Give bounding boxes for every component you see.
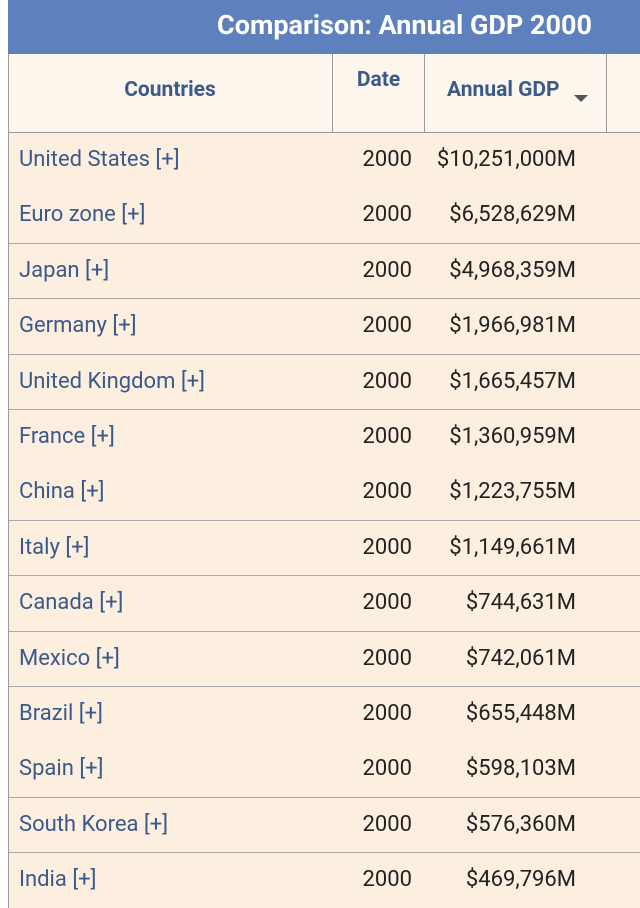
date-cell: 2000: [362, 756, 412, 782]
table-row: South Korea [+] 2000 $576,360M: [8, 797, 640, 854]
header-cell[interactable]: Date: [333, 54, 425, 133]
header-cell: [607, 54, 640, 133]
country-link[interactable]: China [+]: [19, 479, 105, 505]
country-link[interactable]: India [+]: [19, 867, 97, 893]
gdp-cell: $655,448M: [465, 701, 576, 726]
country-link[interactable]: Euro zone [+]: [19, 202, 146, 228]
date-cell: 2000: [362, 147, 412, 172]
table-row: Canada [+] 2000 $744,631M: [8, 576, 640, 632]
header-cell[interactable]: Countries: [8, 54, 333, 133]
country-link[interactable]: Germany [+]: [19, 313, 137, 339]
country-link[interactable]: South Korea [+]: [19, 811, 169, 837]
gdp-cell: $4,968,359M: [449, 257, 576, 283]
table-row: Germany [+] 2000 $1,966,981M: [8, 299, 640, 355]
gdp-cell: $10,251,000M: [436, 147, 576, 172]
table-row: Spain [+] 2000 $598,103M: [8, 742, 640, 798]
date-cell: 2000: [362, 313, 412, 339]
table-row: Japan [+] 2000 $4,968,359M: [8, 243, 640, 300]
date-cell: 2000: [362, 811, 412, 837]
date-cell: 2000: [362, 424, 412, 449]
table-row: France [+] 2000 $1,360,959M: [8, 410, 640, 466]
gdp-cell: $1,360,959M: [449, 424, 576, 449]
gdp-cell: $1,223,755M: [449, 479, 576, 505]
table-row: United Kingdom [+] 2000 $1,665,457M: [8, 354, 640, 411]
date-cell: 2000: [362, 590, 412, 616]
country-link[interactable]: Canada [+]: [19, 590, 124, 616]
table-row: Mexico [+] 2000 $742,061M: [8, 631, 640, 688]
gdp-cell: $744,631M: [465, 590, 576, 616]
date-cell: 2000: [362, 867, 412, 893]
table-row: China [+] 2000 $1,223,755M: [8, 465, 640, 521]
date-cell: 2000: [362, 202, 412, 228]
table-row: Euro zone [+] 2000 $6,528,629M: [8, 188, 640, 244]
gdp-cell: $1,665,457M: [449, 368, 576, 394]
gdp-cell: $576,360M: [465, 811, 576, 837]
gdp-cell: $1,966,981M: [449, 313, 576, 339]
gdp-cell: $598,103M: [465, 756, 576, 782]
table-row: Brazil [+] 2000 $655,448M: [8, 687, 640, 743]
country-link[interactable]: United States [+]: [19, 147, 180, 172]
country-link[interactable]: France [+]: [19, 424, 115, 449]
sort-arrow: [574, 95, 588, 102]
column-header[interactable]: Annual GDP: [447, 78, 560, 102]
date-cell: 2000: [362, 479, 412, 505]
column-header[interactable]: Date: [356, 68, 401, 92]
date-cell: 2000: [362, 701, 412, 726]
country-link[interactable]: Japan [+]: [19, 257, 110, 283]
date-cell: 2000: [362, 645, 412, 671]
column-header[interactable]: Countries: [124, 78, 216, 102]
gdp-cell: $6,528,629M: [449, 202, 576, 228]
table-row: Italy [+] 2000 $1,149,661M: [8, 520, 640, 577]
table-row: United States [+] 2000 $10,251,000M: [8, 133, 640, 189]
gdp-cell: $469,796M: [465, 867, 576, 893]
date-cell: 2000: [362, 368, 412, 394]
table-border: [8, 54, 9, 908]
country-link[interactable]: Italy [+]: [19, 534, 90, 560]
table-row: India [+] 2000 $469,796M: [8, 853, 640, 908]
header-cell[interactable]: Annual GDP: [425, 54, 607, 133]
country-link[interactable]: Spain [+]: [19, 756, 104, 782]
title: Comparison: Annual GDP 2000: [217, 9, 592, 41]
country-link[interactable]: Mexico [+]: [19, 645, 120, 671]
gdp-cell: $1,149,661M: [449, 534, 576, 560]
title-bar: Comparison: Annual GDP 2000: [8, 0, 640, 54]
date-cell: 2000: [362, 257, 412, 283]
date-cell: 2000: [362, 534, 412, 560]
gdp-cell: $742,061M: [465, 645, 576, 671]
country-link[interactable]: United Kingdom [+]: [19, 368, 206, 394]
country-link[interactable]: Brazil [+]: [19, 701, 103, 726]
